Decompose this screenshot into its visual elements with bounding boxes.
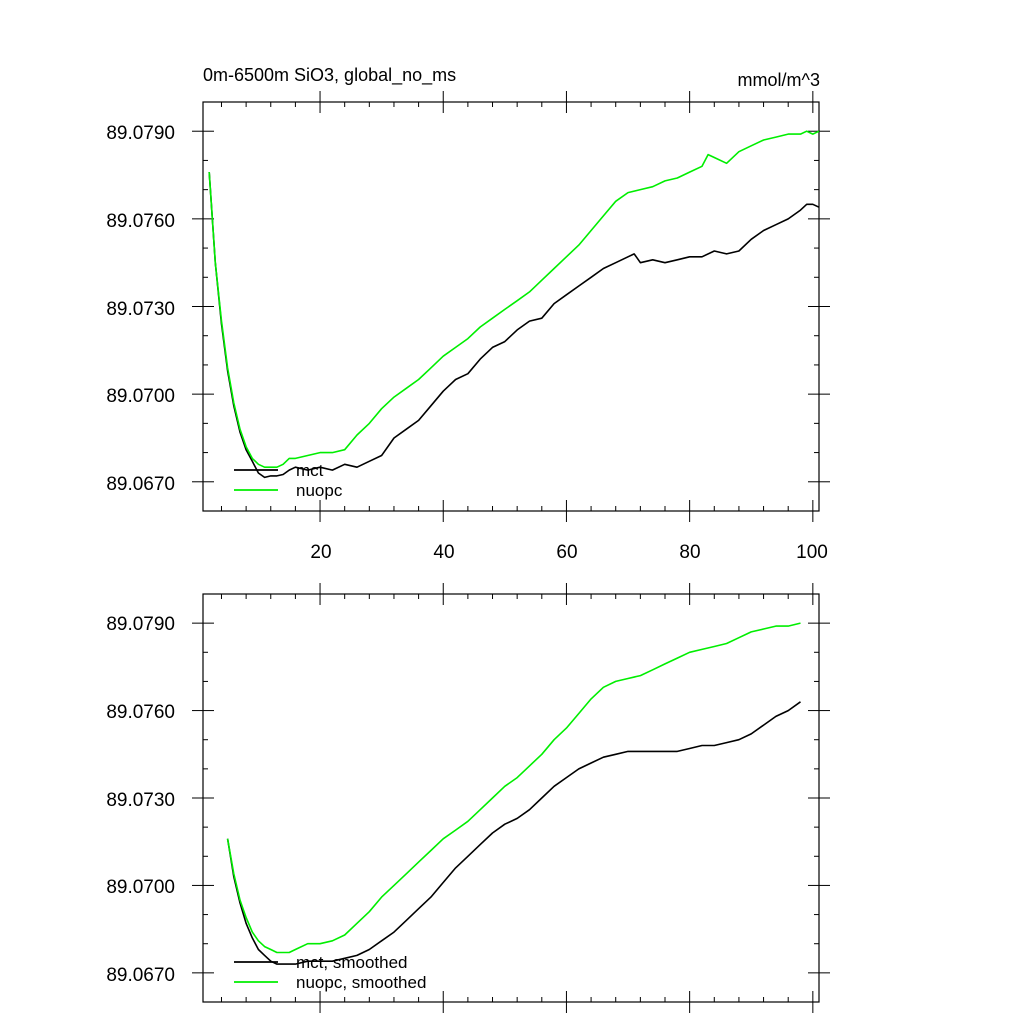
bottom-plot-frame bbox=[202, 593, 820, 1003]
top-x-tick-label: 100 bbox=[796, 542, 828, 563]
bottom-y-tick-label: 89.0730 bbox=[106, 790, 175, 811]
bottom-y-tick-label: 89.0670 bbox=[106, 965, 175, 986]
bottom-series-lines bbox=[226, 622, 801, 965]
top-series-lines bbox=[208, 130, 820, 479]
top-tick-marks bbox=[192, 91, 830, 522]
top-panel: 0m-6500m SiO3, global_no_ms mmol/m^3 89.… bbox=[106, 65, 830, 563]
top-x-tick-label: 40 bbox=[433, 542, 454, 563]
top-x-tick-label: 60 bbox=[556, 542, 577, 563]
legend-label-nuopc-smoothed: nuopc, smoothed bbox=[296, 973, 426, 992]
top-y-tick-label: 89.0760 bbox=[106, 211, 175, 232]
bottom-tick-marks bbox=[192, 583, 830, 1013]
top-units-label: mmol/m^3 bbox=[738, 70, 820, 90]
bottom-series-mct-smoothed bbox=[226, 701, 801, 965]
legend-label-mct-smoothed: mct, smoothed bbox=[296, 953, 408, 972]
top-legend: mct nuopc bbox=[234, 461, 343, 500]
top-x-tick-label: 20 bbox=[310, 542, 331, 563]
legend-label-mct: mct bbox=[296, 461, 324, 480]
top-y-tick-label: 89.0730 bbox=[106, 299, 175, 320]
bottom-legend: mct, smoothed nuopc, smoothed bbox=[234, 953, 426, 992]
legend-label-nuopc: nuopc bbox=[296, 481, 343, 500]
top-y-tick-label: 89.0700 bbox=[106, 386, 175, 407]
top-series-nuopc bbox=[208, 130, 820, 469]
top-series-mct bbox=[208, 172, 820, 479]
bottom-y-tick-label: 89.0700 bbox=[106, 877, 175, 898]
top-x-tick-label: 80 bbox=[679, 542, 700, 563]
top-chart-title: 0m-6500m SiO3, global_no_ms bbox=[203, 65, 456, 86]
bottom-y-tick-label: 89.0790 bbox=[106, 614, 175, 635]
bottom-series-nuopc-smoothed bbox=[226, 622, 801, 954]
top-y-tick-label: 89.0670 bbox=[106, 474, 175, 495]
bottom-panel: 89.0790 89.0760 89.0730 89.0700 89.0670 … bbox=[106, 583, 830, 1013]
top-y-tick-label: 89.0790 bbox=[106, 123, 175, 144]
bottom-y-tick-label: 89.0760 bbox=[106, 702, 175, 723]
